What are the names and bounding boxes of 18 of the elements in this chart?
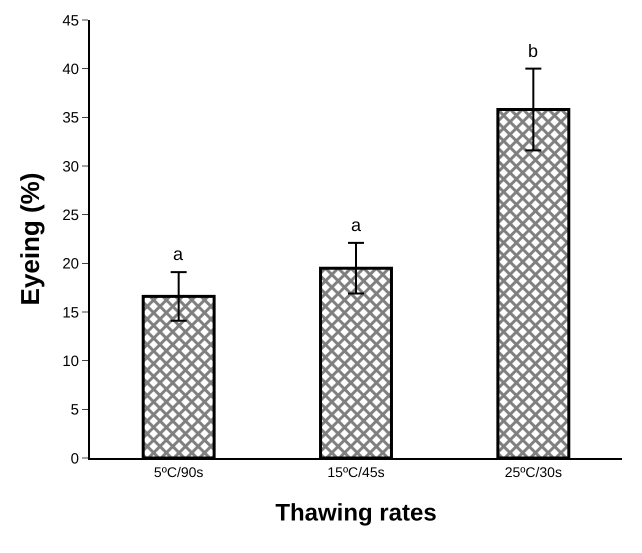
y-tick-label: 10 [62,352,79,370]
y-tick-label: 0 [70,450,79,468]
annotation: a [173,244,184,264]
y-tick-label: 5 [70,402,79,419]
y-tick-label: 30 [62,158,79,176]
y-tick-label: 45 [62,12,79,30]
y-tick-label: 35 [62,110,79,127]
y-tick-label: 20 [62,256,79,273]
x-axis-title: Thawing rates [275,500,437,527]
y-tick-label: 25 [62,206,79,224]
y-axis-title: Eyeing (%) [15,172,46,306]
x-tick-label: 5ºC/90s [154,464,204,480]
y-tick-label: 40 [62,60,79,78]
y-tick-label: 15 [62,304,79,322]
annotation: a [351,215,362,235]
annotation: b [528,41,538,61]
x-tick-label: 15ºC/45s [327,464,385,480]
x-tick-label: 25ºC/30s [504,464,562,480]
